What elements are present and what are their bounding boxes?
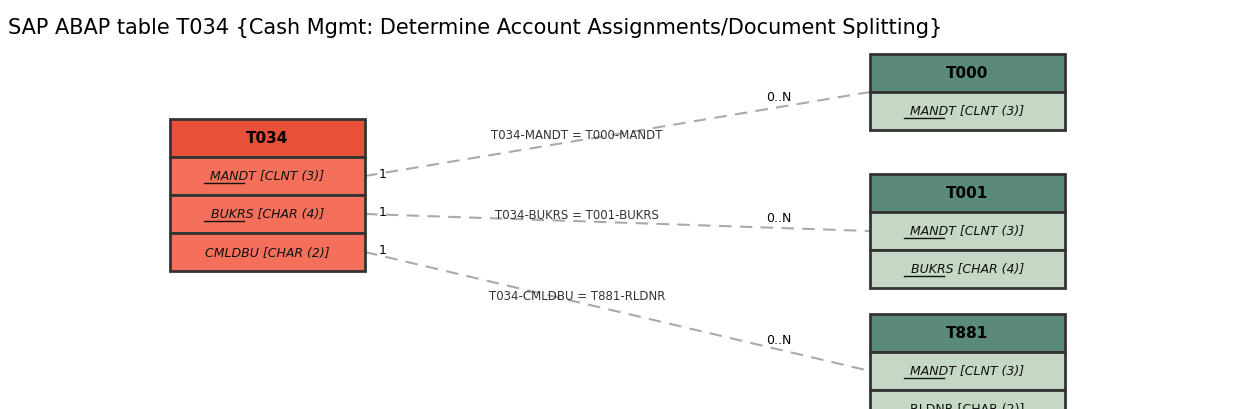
Text: 1: 1	[379, 244, 387, 257]
Text: SAP ABAP table T034 {Cash Mgmt: Determine Account Assignments/Document Splitting: SAP ABAP table T034 {Cash Mgmt: Determin…	[8, 18, 942, 38]
Text: 0..N: 0..N	[766, 91, 791, 104]
Bar	[170, 196, 365, 234]
Bar	[870, 390, 1065, 409]
Bar	[170, 120, 365, 157]
Bar	[870, 55, 1065, 93]
Text: MANDT [CLNT (3)]: MANDT [CLNT (3)]	[911, 225, 1025, 238]
Text: BUKRS [CHAR (4)]: BUKRS [CHAR (4)]	[211, 208, 324, 221]
Text: T034-BUKRS = T001-BUKRS: T034-BUKRS = T001-BUKRS	[495, 209, 659, 222]
Bar	[870, 314, 1065, 352]
Text: T034: T034	[246, 131, 289, 146]
Text: T000: T000	[946, 66, 988, 81]
Bar	[170, 234, 365, 271]
Bar	[170, 157, 365, 196]
Text: T034-CMLDBU = T881-RLDNR: T034-CMLDBU = T881-RLDNR	[489, 289, 666, 302]
Text: 0..N: 0..N	[766, 333, 791, 346]
Text: T881: T881	[946, 326, 988, 341]
Bar	[870, 250, 1065, 288]
Text: T001: T001	[946, 186, 988, 201]
Text: CMLDBU [CHAR (2)]: CMLDBU [CHAR (2)]	[205, 246, 330, 259]
Text: 0..N: 0..N	[766, 211, 791, 225]
Text: RLDNR [CHAR (2)]: RLDNR [CHAR (2)]	[911, 402, 1025, 409]
Bar	[870, 175, 1065, 213]
Text: MANDT [CLNT (3)]: MANDT [CLNT (3)]	[911, 105, 1025, 118]
Text: MANDT [CLNT (3)]: MANDT [CLNT (3)]	[911, 364, 1025, 378]
Text: MANDT [CLNT (3)]: MANDT [CLNT (3)]	[211, 170, 324, 183]
Text: 1: 1	[379, 168, 387, 181]
Bar	[870, 213, 1065, 250]
Text: BUKRS [CHAR (4)]: BUKRS [CHAR (4)]	[911, 263, 1024, 276]
Bar	[870, 352, 1065, 390]
Text: 1: 1	[379, 206, 387, 219]
Text: T034-MANDT = T000-MANDT: T034-MANDT = T000-MANDT	[491, 128, 663, 142]
Bar	[870, 93, 1065, 131]
